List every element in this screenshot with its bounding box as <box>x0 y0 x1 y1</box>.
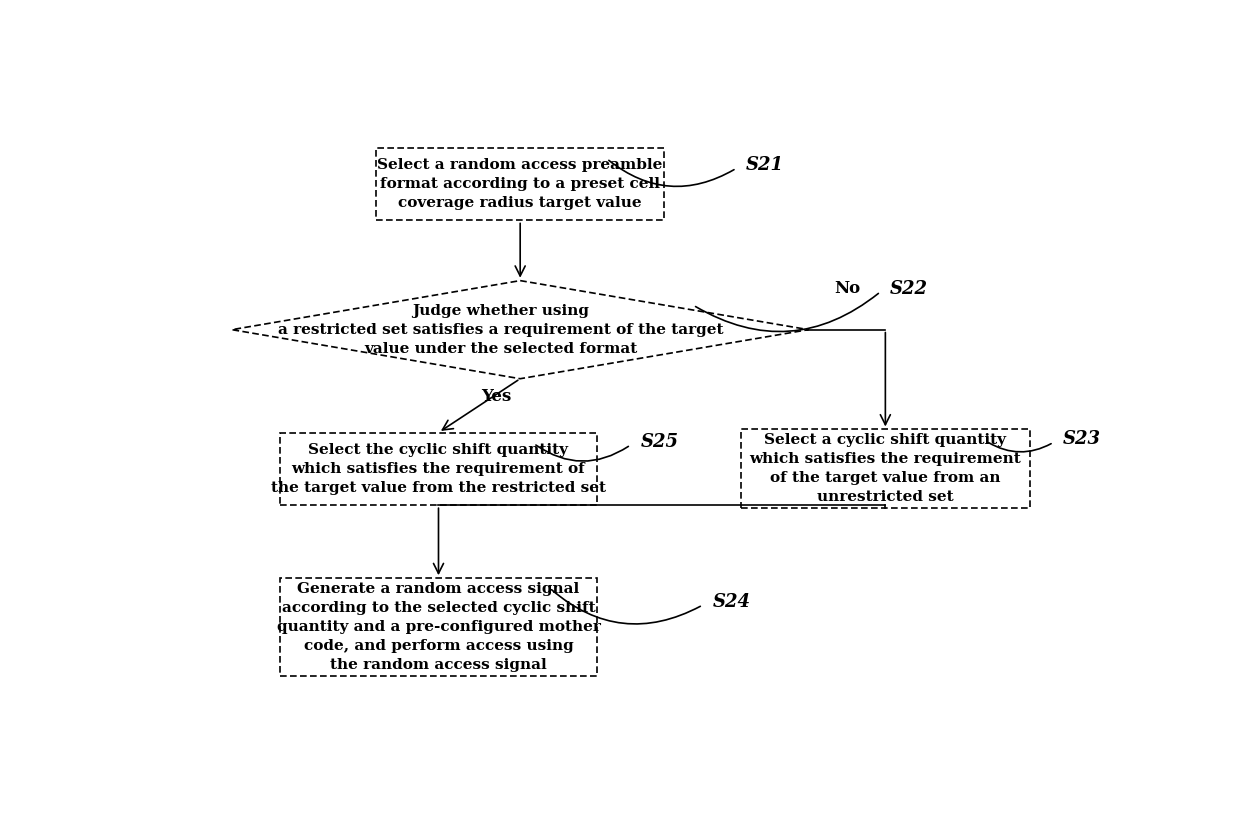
Text: Yes: Yes <box>481 388 511 404</box>
Text: S21: S21 <box>746 156 784 174</box>
Text: S25: S25 <box>640 432 678 450</box>
Text: S22: S22 <box>890 279 929 298</box>
Text: Generate a random access signal
according to the selected cyclic shift
quantity : Generate a random access signal accordin… <box>277 582 600 672</box>
Text: Select a random access preamble
format according to a preset cell
coverage radiu: Select a random access preamble format a… <box>377 158 663 210</box>
Text: S24: S24 <box>712 593 750 611</box>
Text: Select a cyclic shift quantity
which satisfies the requirement
of the target val: Select a cyclic shift quantity which sat… <box>749 433 1022 505</box>
FancyBboxPatch shape <box>280 578 596 677</box>
FancyBboxPatch shape <box>280 432 596 506</box>
Text: Judge whether using
a restricted set satisfies a requirement of the target
value: Judge whether using a restricted set sat… <box>278 303 724 356</box>
Text: Select the cyclic shift quantity
which satisfies the requirement of
the target v: Select the cyclic shift quantity which s… <box>272 443 606 495</box>
Text: No: No <box>833 280 861 297</box>
Text: S23: S23 <box>1063 430 1101 448</box>
FancyBboxPatch shape <box>376 148 665 220</box>
FancyBboxPatch shape <box>742 429 1029 509</box>
